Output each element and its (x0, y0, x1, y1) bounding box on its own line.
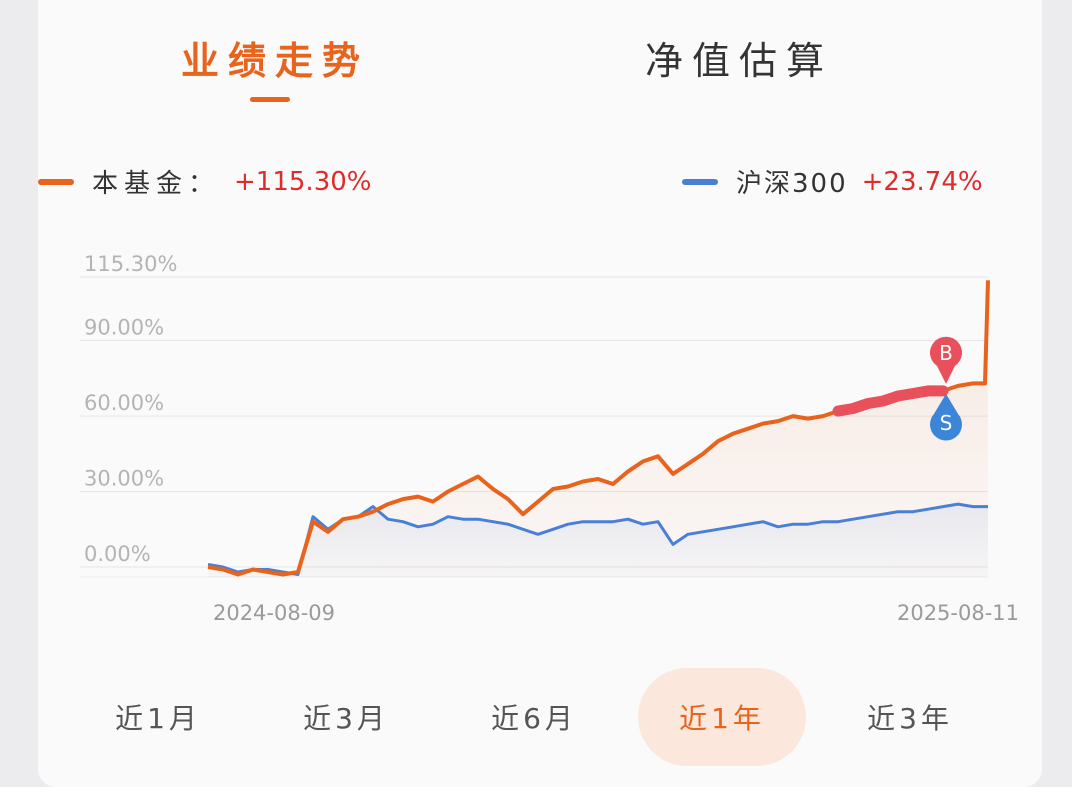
sell-marker[interactable]: S (930, 393, 962, 441)
holding-period-segment (832, 385, 949, 417)
sell-marker-label: S (940, 411, 953, 435)
legend-fund-value: +115.30% (234, 166, 372, 197)
y-tick-label: 0.00% (84, 542, 151, 566)
range-tab[interactable]: 近3年 (867, 702, 953, 735)
buy-marker[interactable]: B (929, 336, 962, 384)
range-tab[interactable]: 近6月 (491, 702, 577, 735)
performance-card (38, 0, 1042, 787)
legend-fund-name: 本基金： (92, 169, 221, 199)
index-line-swatch (682, 178, 718, 185)
legend-index: 沪深300 +23.74% (682, 163, 983, 200)
buy-marker-pin (929, 336, 962, 384)
x-tick-label: 2024-08-09 (213, 601, 335, 625)
legend-index-name: 沪深300 (736, 169, 848, 199)
y-tick-label: 60.00% (84, 391, 164, 415)
range-tab[interactable]: 近3月 (303, 702, 389, 735)
y-tick-label: 90.00% (84, 316, 164, 340)
y-tick-label: 115.30% (84, 252, 177, 276)
fund-line-swatch (38, 178, 74, 185)
range-tab[interactable]: 近1月 (115, 702, 201, 735)
tab-nav-estimate[interactable]: 净值估算 (645, 39, 834, 83)
buy-marker-label: B (939, 341, 953, 365)
y-tick-label: 30.00% (84, 467, 164, 491)
legend-fund: 本基金： +115.30% (38, 163, 371, 200)
legend-index-value: +23.74% (861, 166, 983, 197)
x-tick-label: 2025-08-11 (897, 601, 1019, 625)
range-tab[interactable]: 近1年 (638, 668, 806, 766)
sell-marker-pin (930, 393, 962, 441)
active-tab-indicator (250, 97, 290, 102)
tab-performance-trend[interactable]: 业绩走势 (181, 39, 370, 83)
fund-area (208, 280, 988, 577)
